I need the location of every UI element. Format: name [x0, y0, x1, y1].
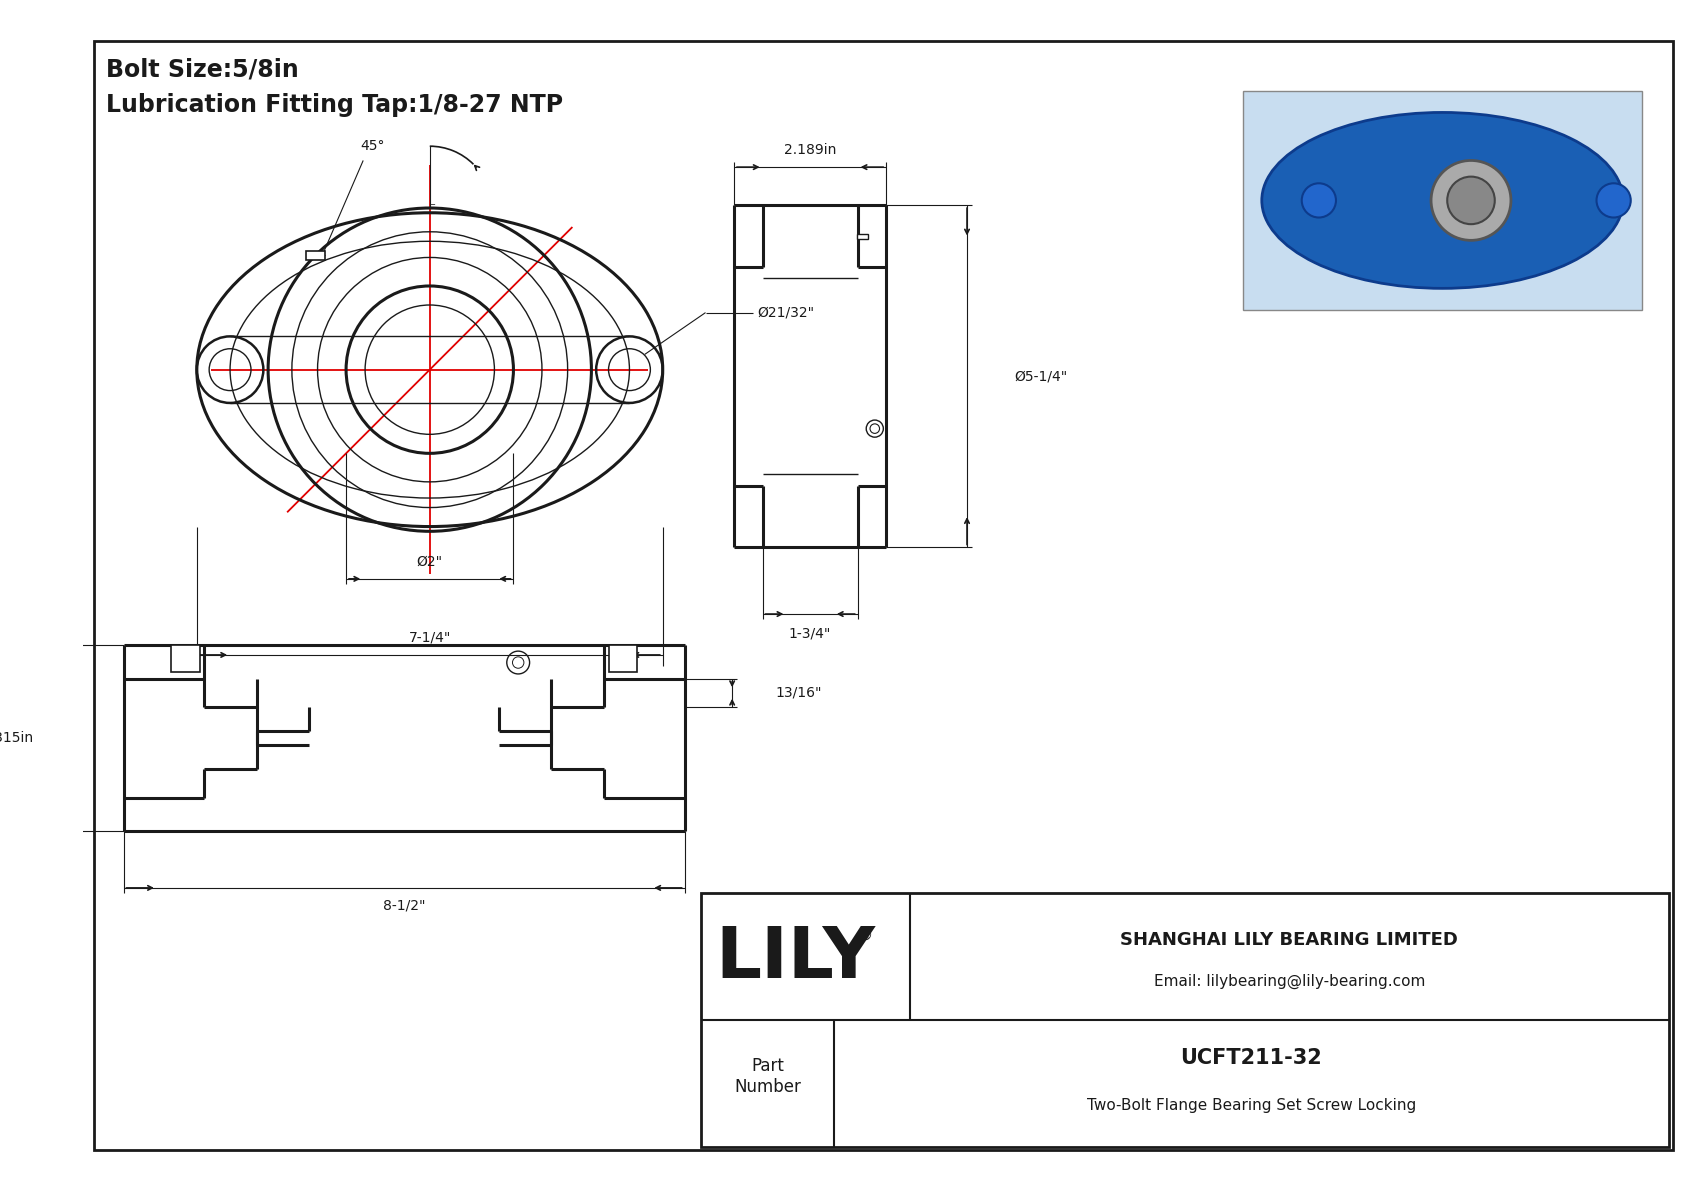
Text: ®: ® [857, 928, 872, 943]
Circle shape [1431, 161, 1511, 241]
Text: Lubrication Fitting Tap:1/8-27 NTP: Lubrication Fitting Tap:1/8-27 NTP [106, 93, 564, 117]
Text: 1-3/4": 1-3/4" [788, 626, 832, 640]
Text: 2.315in: 2.315in [0, 731, 34, 746]
Text: Ø5-1/4": Ø5-1/4" [1014, 369, 1068, 384]
Text: Part
Number: Part Number [734, 1058, 802, 1096]
Text: 13/16": 13/16" [775, 686, 822, 700]
Text: UCFT211-32: UCFT211-32 [1180, 1048, 1322, 1067]
Text: SHANGHAI LILY BEARING LIMITED: SHANGHAI LILY BEARING LIMITED [1120, 930, 1458, 948]
Circle shape [1596, 183, 1630, 218]
Bar [608, 646, 637, 672]
Text: Email: lilybearing@lily-bearing.com: Email: lilybearing@lily-bearing.com [1154, 974, 1425, 989]
Bar [172, 646, 200, 672]
Text: 8-1/2": 8-1/2" [382, 898, 426, 912]
Text: Bolt Size:5/8in: Bolt Size:5/8in [106, 57, 300, 81]
Bar [857, 233, 869, 239]
Text: Two-Bolt Flange Bearing Set Screw Locking: Two-Bolt Flange Bearing Set Screw Lockin… [1086, 1098, 1416, 1114]
Bar [701, 893, 1669, 1147]
Text: Ø21/32": Ø21/32" [758, 306, 815, 319]
Ellipse shape [1261, 112, 1623, 288]
Bar [1243, 91, 1642, 310]
Circle shape [1447, 176, 1495, 224]
Text: LILY: LILY [716, 923, 876, 992]
Text: 7-1/4": 7-1/4" [409, 631, 451, 644]
Text: ─: ─ [429, 199, 434, 207]
Circle shape [1302, 183, 1335, 218]
Text: 45°: 45° [360, 139, 386, 154]
Text: 2.189in: 2.189in [785, 143, 837, 157]
Bar [306, 250, 325, 260]
Text: Ø2": Ø2" [416, 555, 443, 569]
